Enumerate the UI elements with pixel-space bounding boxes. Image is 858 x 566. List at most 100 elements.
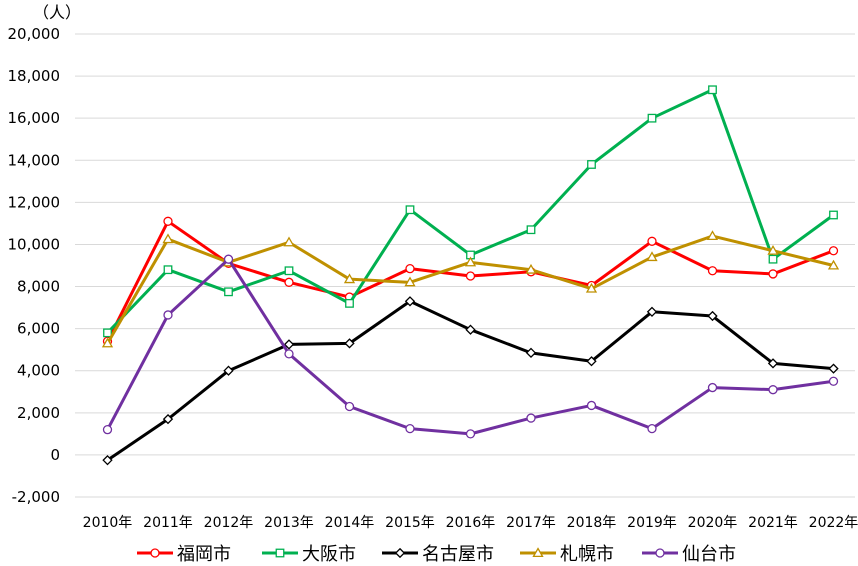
data-point bbox=[768, 385, 778, 395]
data-point bbox=[223, 365, 234, 376]
data-point bbox=[525, 263, 537, 274]
y-tick-label: 12,000 bbox=[8, 193, 61, 211]
legend-swatch-marker bbox=[275, 548, 285, 558]
legend-label: 仙台市 bbox=[682, 544, 736, 565]
x-tick-label: 2010年 bbox=[83, 515, 133, 531]
x-tick-label: 2019年 bbox=[627, 515, 677, 531]
data-point bbox=[827, 259, 840, 270]
data-point bbox=[646, 251, 658, 262]
data-point bbox=[768, 269, 778, 279]
y-tick-label: 6,000 bbox=[17, 320, 60, 338]
legend-label: 大阪市 bbox=[302, 544, 356, 565]
data-point bbox=[163, 216, 173, 226]
data-point bbox=[647, 236, 657, 246]
y-tick-label: 8,000 bbox=[17, 278, 60, 296]
data-point bbox=[163, 310, 173, 320]
legend-swatch-marker bbox=[150, 548, 160, 558]
data-point bbox=[284, 266, 294, 276]
y-tick-label: 10,000 bbox=[8, 235, 61, 253]
series-1 bbox=[103, 85, 838, 338]
data-point bbox=[707, 266, 718, 276]
data-point bbox=[405, 264, 415, 274]
y-tick-label: 20,000 bbox=[8, 25, 61, 43]
x-tick-label: 2013年 bbox=[264, 515, 314, 531]
data-point bbox=[585, 282, 598, 293]
series-4 bbox=[102, 254, 839, 439]
legend-swatch-marker bbox=[394, 547, 406, 559]
x-tick-label: 2014年 bbox=[325, 515, 375, 531]
data-point bbox=[465, 271, 476, 281]
data-point bbox=[706, 230, 719, 241]
data-point bbox=[465, 324, 476, 335]
data-point bbox=[586, 400, 597, 411]
data-point bbox=[525, 347, 537, 359]
legend-item: 福岡市 bbox=[137, 544, 231, 565]
legend-item: 札幌市 bbox=[520, 544, 614, 565]
series-2 bbox=[102, 296, 839, 466]
data-point bbox=[646, 306, 658, 317]
data-point bbox=[405, 423, 415, 434]
data-point bbox=[284, 349, 294, 359]
data-point bbox=[102, 425, 113, 435]
x-tick-label: 2021年 bbox=[748, 515, 798, 531]
data-point bbox=[707, 382, 718, 393]
data-point bbox=[828, 246, 839, 256]
data-point bbox=[465, 429, 476, 439]
y-tick-label: 18,000 bbox=[8, 67, 61, 85]
data-point bbox=[163, 265, 173, 275]
data-point bbox=[647, 113, 657, 123]
x-axis-ticks: 2010年 2011年 2012年 2013年 2014年 2015年 2016年 2017年… bbox=[83, 515, 858, 531]
legend-item: 仙台市 bbox=[642, 544, 736, 565]
data-point bbox=[224, 287, 233, 297]
y-axis-unit-label: （人） bbox=[33, 3, 81, 22]
data-point bbox=[344, 338, 355, 349]
legend: 福岡市 大阪市 名古屋市 札幌市 仙台市 bbox=[137, 544, 736, 565]
gridlines bbox=[75, 33, 855, 498]
data-point bbox=[101, 337, 114, 348]
legend-label: 名古屋市 bbox=[422, 544, 494, 565]
x-tick-label: 2022年 bbox=[809, 515, 858, 531]
data-point bbox=[464, 256, 477, 267]
data-point bbox=[526, 413, 536, 423]
data-point bbox=[284, 277, 294, 287]
x-tick-label: 2017年 bbox=[506, 515, 556, 531]
y-axis-ticks: 20,000 18,000 16,000 14,000 12,000 10,000 8,00… bbox=[8, 25, 61, 506]
data-point bbox=[345, 298, 354, 308]
legend-label: 福岡市 bbox=[177, 544, 231, 565]
y-tick-label: 4,000 bbox=[17, 362, 60, 380]
data-point bbox=[586, 356, 597, 367]
data-point bbox=[708, 85, 717, 95]
legend-item: 大阪市 bbox=[262, 544, 356, 565]
legend-swatch-marker bbox=[655, 548, 665, 558]
y-tick-label: -2,000 bbox=[12, 488, 60, 506]
data-point bbox=[828, 363, 839, 374]
legend-swatch-marker bbox=[532, 547, 544, 558]
data-point bbox=[344, 401, 355, 412]
data-point bbox=[767, 244, 779, 255]
data-point bbox=[162, 233, 174, 244]
y-tick-label: 0 bbox=[50, 446, 60, 464]
legend-label: 札幌市 bbox=[560, 544, 614, 565]
data-point bbox=[103, 328, 112, 338]
data-point bbox=[767, 358, 779, 369]
data-point bbox=[829, 210, 838, 220]
x-tick-label: 2020年 bbox=[688, 515, 738, 531]
data-point bbox=[707, 310, 718, 322]
y-tick-label: 16,000 bbox=[8, 109, 61, 127]
data-point bbox=[404, 296, 416, 307]
x-tick-label: 2012年 bbox=[204, 515, 254, 531]
data-point bbox=[405, 205, 415, 215]
data-point bbox=[283, 339, 295, 350]
data-point bbox=[223, 254, 234, 264]
data-point bbox=[343, 273, 356, 284]
data-point bbox=[828, 376, 839, 386]
data-point bbox=[647, 423, 657, 434]
series-line bbox=[106, 257, 834, 436]
data-point bbox=[768, 254, 778, 264]
data-point bbox=[102, 455, 113, 466]
y-tick-label: 2,000 bbox=[17, 404, 60, 422]
y-tick-label: 14,000 bbox=[8, 151, 61, 169]
series-line bbox=[106, 88, 835, 334]
